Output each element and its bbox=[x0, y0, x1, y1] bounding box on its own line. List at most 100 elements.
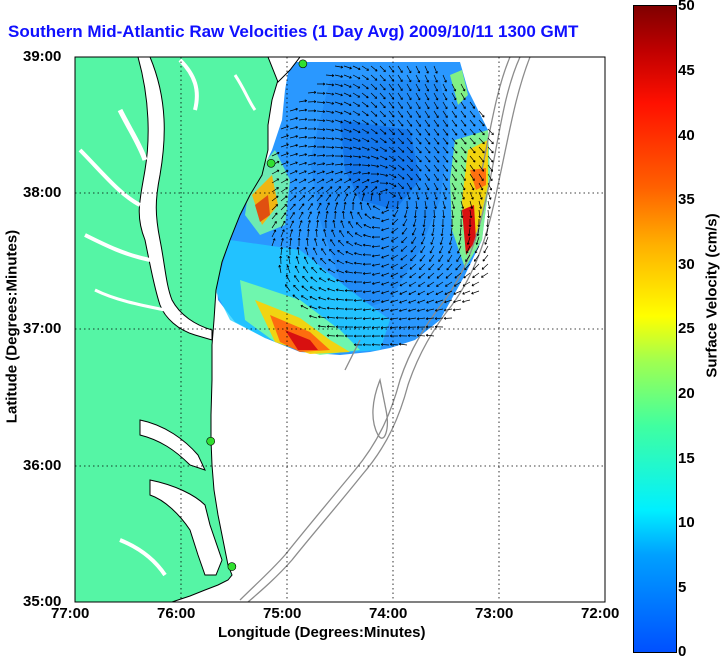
x-axis-label: Longitude (Degrees:Minutes) bbox=[218, 624, 426, 641]
velocity-arrow bbox=[483, 245, 489, 254]
velocity-arrow bbox=[353, 325, 363, 329]
velocity-arrow bbox=[389, 342, 399, 346]
velocity-arrow bbox=[344, 279, 354, 283]
velocity-arrow bbox=[390, 299, 399, 304]
velocity-arrow bbox=[469, 128, 476, 136]
velocity-arrow bbox=[271, 212, 278, 220]
x-tick-label: 76:00 bbox=[157, 605, 196, 622]
velocity-arrow bbox=[317, 315, 327, 319]
velocity-arrow bbox=[333, 210, 337, 220]
velocity-arrow bbox=[400, 245, 408, 252]
velocity-arrow bbox=[451, 209, 455, 219]
velocity-arrow bbox=[442, 74, 447, 83]
velocity-arrow bbox=[353, 334, 363, 338]
velocity-arrow bbox=[407, 334, 417, 338]
velocity-arrow bbox=[469, 110, 476, 118]
velocity-arrow bbox=[469, 209, 473, 219]
velocity-arrow bbox=[469, 200, 474, 209]
velocity-arrow bbox=[423, 209, 427, 219]
velocity-arrow bbox=[352, 171, 362, 175]
x-tick-label: 72:00 bbox=[581, 605, 620, 622]
velocity-arrow bbox=[434, 317, 444, 320]
velocity-arrow bbox=[406, 110, 412, 118]
colorbar-tick: 10 bbox=[678, 514, 695, 531]
velocity-arrow bbox=[397, 155, 405, 162]
velocity-arrow bbox=[344, 316, 354, 320]
velocity-arrow bbox=[316, 153, 326, 157]
velocity-arrow bbox=[298, 195, 306, 202]
velocity-arrow bbox=[336, 269, 345, 274]
velocity-arrow bbox=[289, 195, 297, 202]
velocity-arrow bbox=[361, 92, 369, 99]
velocity-arrow bbox=[469, 155, 476, 163]
velocity-arrow bbox=[345, 251, 354, 256]
velocity-arrow bbox=[371, 290, 381, 294]
radar-station-marker bbox=[266, 158, 276, 168]
velocity-arrow bbox=[422, 218, 426, 228]
velocity-arrow bbox=[359, 201, 363, 211]
velocity-arrow bbox=[433, 173, 439, 182]
velocity-arrow bbox=[289, 126, 299, 130]
velocity-arrow bbox=[361, 193, 366, 202]
velocity-arrow bbox=[433, 191, 438, 200]
velocity-arrow bbox=[334, 101, 343, 106]
velocity-arrow bbox=[379, 173, 389, 177]
velocity-arrow bbox=[298, 187, 306, 193]
velocity-arrow bbox=[378, 192, 382, 202]
velocity-arrow bbox=[371, 299, 381, 303]
velocity-arrow bbox=[343, 185, 350, 193]
velocity-arrow bbox=[487, 200, 491, 210]
velocity-arrow bbox=[413, 209, 417, 219]
velocity-arrow bbox=[399, 308, 408, 312]
velocity-arrow bbox=[303, 266, 309, 274]
velocity-arrow bbox=[298, 135, 308, 139]
velocity-arrow bbox=[397, 92, 403, 100]
velocity-arrow bbox=[298, 126, 308, 130]
velocity-arrow bbox=[334, 170, 343, 175]
velocity-arrow bbox=[397, 173, 405, 180]
velocity-arrow bbox=[397, 191, 403, 200]
velocity-arrow bbox=[411, 227, 417, 236]
velocity-arrow bbox=[399, 299, 408, 304]
velocity-arrow bbox=[454, 272, 462, 279]
velocity-arrow bbox=[332, 219, 336, 229]
velocity-arrow bbox=[344, 325, 354, 329]
velocity-arrow bbox=[380, 334, 390, 338]
velocity-arrow bbox=[439, 236, 444, 245]
velocity-arrow bbox=[487, 155, 494, 163]
velocity-arrow bbox=[469, 182, 475, 191]
velocity-arrow bbox=[478, 191, 483, 200]
velocity-arrow bbox=[354, 242, 363, 247]
velocity-arrow bbox=[361, 171, 371, 175]
velocity-arrow bbox=[436, 272, 444, 279]
velocity-arrow bbox=[323, 228, 327, 238]
velocity-arrow bbox=[389, 317, 399, 321]
velocity-arrow bbox=[440, 227, 444, 237]
velocity-arrow bbox=[352, 101, 361, 107]
velocity-arrow bbox=[325, 154, 335, 158]
velocity-arrow bbox=[478, 182, 484, 191]
bathymetry-contours bbox=[239, 57, 531, 602]
velocity-arrow bbox=[305, 237, 309, 247]
velocity-arrow bbox=[415, 146, 422, 154]
velocity-arrow bbox=[435, 299, 444, 304]
velocity-arrow bbox=[418, 272, 426, 279]
velocity-arrow bbox=[460, 155, 467, 163]
velocity-arrow bbox=[371, 263, 381, 267]
velocity-arrow bbox=[352, 83, 361, 89]
y-tick-label: 37:00 bbox=[23, 320, 62, 337]
velocity-arrow bbox=[451, 119, 458, 127]
velocity-arrow bbox=[298, 211, 304, 220]
radar-stations bbox=[206, 59, 308, 571]
velocity-arrow bbox=[379, 146, 388, 152]
velocity-arrow bbox=[344, 298, 354, 302]
velocity-arrow bbox=[415, 200, 419, 210]
velocity-arrow bbox=[451, 83, 457, 92]
velocity-arrow bbox=[316, 162, 326, 166]
velocity-arrow bbox=[307, 211, 312, 220]
velocity-arrow bbox=[453, 281, 462, 287]
velocity-arrow bbox=[335, 316, 345, 320]
velocity-arrow bbox=[443, 316, 453, 320]
velocity-arrow bbox=[481, 272, 489, 278]
